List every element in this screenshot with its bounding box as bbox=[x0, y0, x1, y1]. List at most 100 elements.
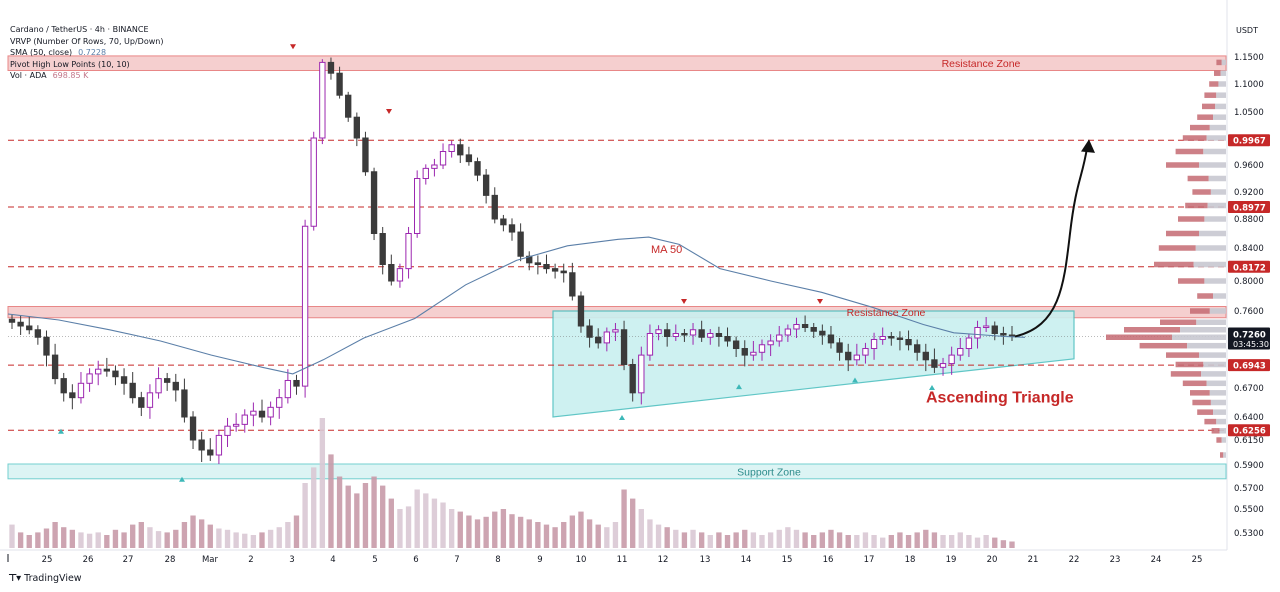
x-tick-label-1: 26 bbox=[83, 555, 94, 565]
volume-profile-bar-7 bbox=[1182, 135, 1207, 141]
volume-bar-31 bbox=[276, 527, 282, 548]
candle-body-47 bbox=[414, 178, 421, 234]
tradingview-logo-text: TradingView bbox=[24, 573, 82, 584]
indicator-pivots[interactable]: Pivot High Low Points (10, 10) bbox=[10, 59, 130, 69]
candle-body-98 bbox=[853, 354, 860, 361]
volume-bar-58 bbox=[509, 514, 515, 548]
volume-profile-bar-up-13 bbox=[1204, 216, 1226, 222]
zone-label-resistance-1: Resistance Zone bbox=[847, 307, 926, 319]
candle-body-86 bbox=[750, 351, 757, 356]
candle-body-7 bbox=[69, 392, 76, 399]
pivot-low-marker-1 bbox=[179, 476, 185, 482]
volume-profile-bar-4 bbox=[1202, 103, 1216, 110]
volume-bar-65 bbox=[569, 515, 576, 548]
volume-bar-21 bbox=[190, 515, 196, 548]
tradingview-icon: ⊤▾ bbox=[8, 573, 21, 584]
candle-body-97 bbox=[845, 351, 852, 361]
volume-profile-bar-up-1 bbox=[1220, 70, 1226, 76]
level-label-2: 0.8172 bbox=[1233, 263, 1266, 273]
volume-bar-17 bbox=[155, 531, 162, 548]
candle-body-40 bbox=[353, 116, 361, 139]
x-tick-label-3: 28 bbox=[165, 555, 176, 565]
candle-body-88 bbox=[767, 340, 774, 346]
candle-body-29 bbox=[258, 410, 266, 418]
level-label-1: 0.8977 bbox=[1233, 204, 1266, 214]
volume-profile-bar-28 bbox=[1190, 390, 1210, 396]
candle-body-37 bbox=[327, 61, 335, 74]
level-label-bg-4 bbox=[1228, 424, 1270, 437]
volume-bar-34 bbox=[302, 483, 308, 548]
x-tick-label-26: 23 bbox=[1110, 555, 1121, 565]
volume-bar-61 bbox=[535, 522, 541, 548]
candle-body-16 bbox=[146, 392, 154, 408]
candle-body-101 bbox=[879, 336, 886, 340]
candle-body-20 bbox=[181, 389, 188, 418]
current-price-label: 0.7260 bbox=[1233, 331, 1266, 341]
candle-body-18 bbox=[164, 378, 171, 383]
volume-bar-39 bbox=[345, 485, 351, 548]
volume-bar-20 bbox=[181, 522, 188, 548]
volume-profile-bar-22 bbox=[1106, 334, 1172, 340]
pivot-high-marker-1 bbox=[386, 109, 392, 114]
pivot-low-marker-5 bbox=[929, 385, 935, 391]
y-tick-label-6: 0.8800 bbox=[1234, 215, 1264, 225]
volume-profile-bar-up-18 bbox=[1213, 293, 1226, 299]
volume-bar-100 bbox=[871, 535, 877, 548]
y-tick-label-14: 0.5900 bbox=[1234, 461, 1264, 471]
volume-bar-3 bbox=[35, 532, 41, 548]
volume-bar-75 bbox=[655, 524, 662, 548]
candle-body-57 bbox=[500, 218, 507, 226]
candle-body-109 bbox=[948, 354, 955, 365]
volume-profile-bar-up-15 bbox=[1195, 245, 1226, 251]
candle-body-76 bbox=[664, 329, 671, 337]
volume-bar-59 bbox=[517, 516, 524, 548]
volume-bar-40 bbox=[354, 493, 360, 548]
volume-bar-66 bbox=[578, 511, 584, 548]
volume-bar-111 bbox=[966, 535, 972, 548]
candle-body-15 bbox=[138, 397, 145, 408]
candle-body-50 bbox=[439, 151, 447, 166]
x-tick-label-28: 25 bbox=[1192, 555, 1203, 565]
volume-profile-bar-up-16 bbox=[1193, 261, 1226, 268]
symbol-title[interactable]: Cardano / TetherUS · 4h · BINANCE bbox=[10, 25, 149, 34]
volume-bar-55 bbox=[483, 516, 489, 548]
indicator-volume[interactable]: Vol · ADA 698.85 K bbox=[10, 71, 89, 80]
ma-50-label: MA 50 bbox=[651, 244, 682, 256]
indicator-sma[interactable]: SMA (50, close) 0.7228 bbox=[10, 48, 107, 57]
projection-arrow-head bbox=[1081, 139, 1095, 153]
candle-body-48 bbox=[422, 167, 429, 179]
candle-body-31 bbox=[276, 397, 283, 408]
x-tick-label-22: 19 bbox=[946, 555, 957, 565]
chart-legend: Cardano / TetherUS · 4h · BINANCE VRVP (… bbox=[10, 24, 163, 82]
volume-bar-53 bbox=[466, 515, 472, 548]
candle-body-104 bbox=[905, 339, 912, 346]
volume-bar-57 bbox=[500, 509, 507, 548]
x-tick-label-13: 10 bbox=[576, 555, 587, 565]
volume-bar-112 bbox=[974, 537, 981, 548]
volume-bar-64 bbox=[561, 522, 567, 548]
volume-profile-bar-up-8 bbox=[1203, 148, 1226, 155]
volume-profile-bar-up-32 bbox=[1219, 428, 1226, 434]
volume-profile-bar-8 bbox=[1175, 148, 1204, 155]
candle-body-102 bbox=[888, 336, 895, 339]
volume-bar-41 bbox=[362, 483, 369, 548]
volume-bar-104 bbox=[905, 535, 912, 548]
candle-body-81 bbox=[707, 333, 714, 338]
volume-profile-bar-up-19 bbox=[1209, 308, 1226, 314]
volume-bar-38 bbox=[336, 476, 343, 548]
tradingview-logo[interactable]: ⊤▾ TradingView bbox=[8, 573, 82, 584]
candle-body-42 bbox=[370, 171, 378, 234]
volume-bar-15 bbox=[138, 522, 144, 548]
candle-body-35 bbox=[310, 137, 317, 227]
volume-profile-bar-up-2 bbox=[1218, 81, 1226, 87]
y-tick-label-16: 0.5500 bbox=[1234, 505, 1264, 515]
currency-unit[interactable]: USDT bbox=[1236, 26, 1258, 35]
level-label-4: 0.6256 bbox=[1233, 427, 1266, 437]
volume-bar-11 bbox=[104, 535, 110, 548]
volume-profile-bar-3 bbox=[1204, 92, 1217, 98]
candle-body-77 bbox=[672, 333, 679, 337]
indicator-vrvp[interactable]: VRVP (Number Of Rows, 70, Up/Down) bbox=[10, 36, 164, 46]
volume-profile-bar-33 bbox=[1216, 437, 1222, 443]
volume-bar-4 bbox=[43, 528, 50, 548]
